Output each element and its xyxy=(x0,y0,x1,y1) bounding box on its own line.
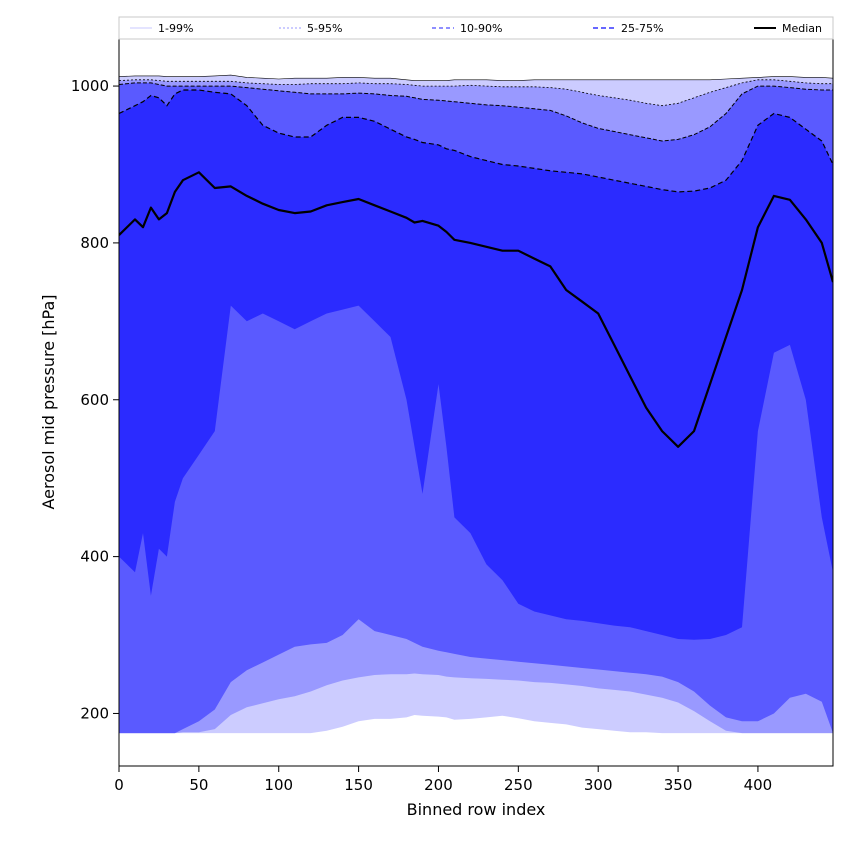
edge-line-1-99pct xyxy=(119,74,833,81)
x-axis-ticks: 0 50 100 150 200 250 300 350 400 xyxy=(114,766,772,794)
x-axis-title: Binned row index xyxy=(407,800,546,819)
y-tick-label: 800 xyxy=(80,234,109,252)
y-tick-label: 600 xyxy=(80,391,109,409)
y-tick-label: 1000 xyxy=(71,77,109,95)
x-tick-label: 350 xyxy=(664,776,693,794)
edge-line-10-90pct xyxy=(119,82,833,142)
legend-label: 1-99% xyxy=(158,22,193,35)
x-tick-label: 50 xyxy=(189,776,208,794)
x-tick-label: 0 xyxy=(114,776,124,794)
y-tick-label: 400 xyxy=(80,548,109,566)
legend-label: 10-90% xyxy=(460,22,502,35)
y-axis-ticks: 200 400 600 800 1000 xyxy=(71,77,119,722)
y-axis-title: Aerosol mid pressure [hPa] xyxy=(39,294,58,509)
legend: 1-99% 5-95% 10-90% 25-75% Median xyxy=(118,16,834,40)
legend-frame xyxy=(118,16,834,40)
edge-line-5-95pct xyxy=(119,79,833,107)
x-tick-label: 300 xyxy=(584,776,613,794)
legend-label: 5-95% xyxy=(307,22,342,35)
legend-label: 25-75% xyxy=(621,22,663,35)
x-tick-label: 400 xyxy=(744,776,773,794)
x-tick-label: 250 xyxy=(504,776,533,794)
bands-layer xyxy=(119,75,833,734)
legend-label: Median xyxy=(782,22,822,35)
edge-line-25-75pct xyxy=(119,89,833,193)
x-tick-label: 150 xyxy=(344,776,373,794)
x-tick-label: 100 xyxy=(264,776,293,794)
lines-layer xyxy=(119,74,833,448)
median-line xyxy=(119,171,833,448)
x-tick-label: 200 xyxy=(424,776,453,794)
y-tick-label: 200 xyxy=(80,704,109,722)
band-25-75pct xyxy=(119,90,833,640)
